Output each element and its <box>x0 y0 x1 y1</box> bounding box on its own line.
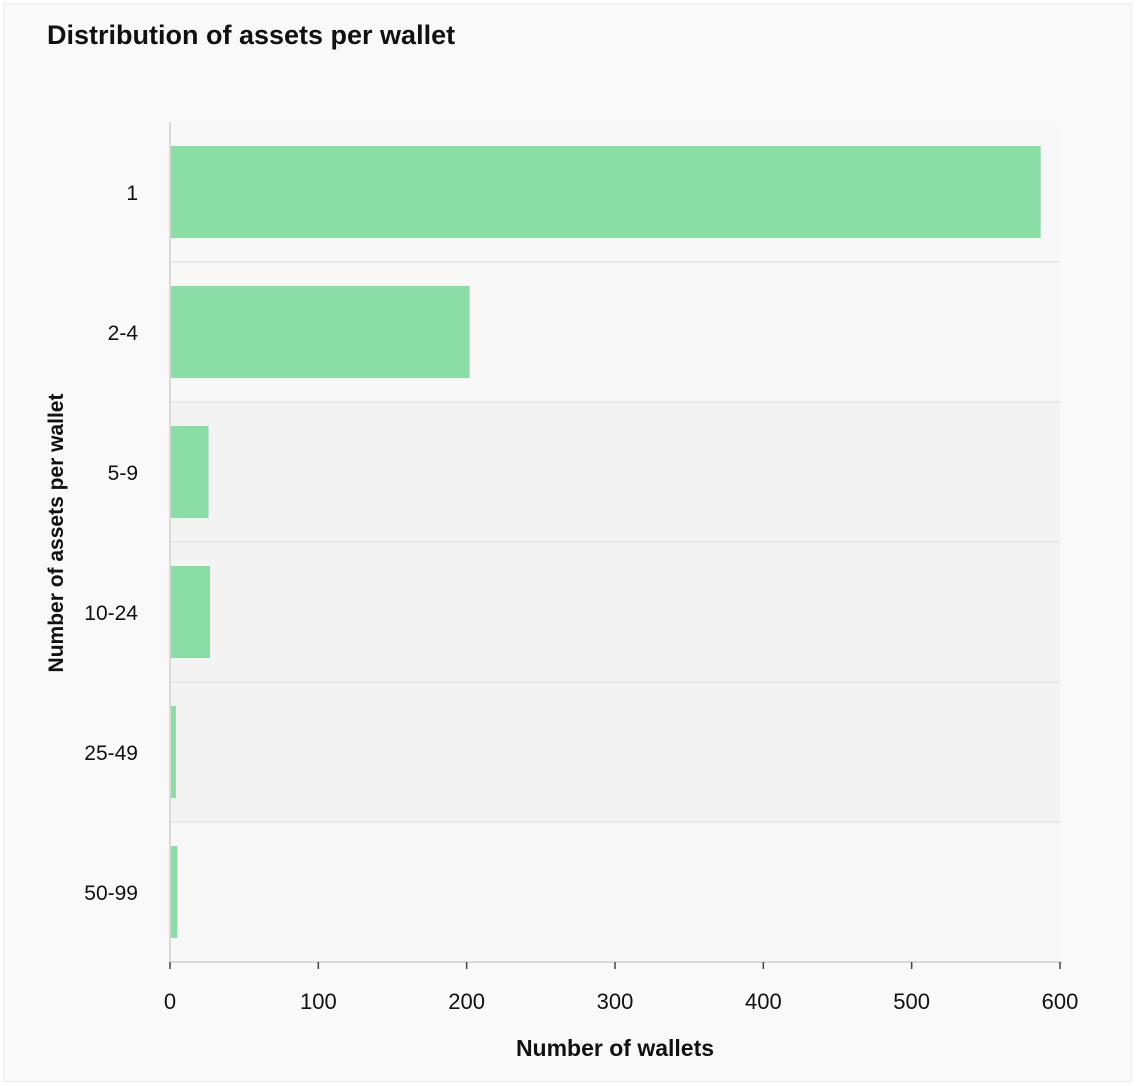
x-tick-label: 0 <box>164 989 176 1014</box>
x-tick-label: 600 <box>1042 989 1079 1014</box>
y-tick-label: 1 <box>126 182 138 205</box>
y-tick-label: 5-9 <box>108 462 138 485</box>
bars <box>170 146 1041 938</box>
bar <box>170 846 178 938</box>
x-tick-labels: 0 100 200 300 400 500 600 <box>164 989 1078 1014</box>
bar <box>170 706 176 798</box>
chart-title: Distribution of assets per wallet <box>47 20 456 50</box>
bar <box>170 286 470 378</box>
x-tick-label: 100 <box>300 989 337 1014</box>
y-tick-label: 10-24 <box>84 602 138 625</box>
x-tick-label: 500 <box>893 989 930 1014</box>
bar <box>170 426 209 518</box>
bar <box>170 146 1041 238</box>
x-tick-label: 300 <box>597 989 634 1014</box>
x-tick-label: 200 <box>448 989 485 1014</box>
x-axis-label: Number of wallets <box>516 1035 714 1061</box>
category-band <box>170 822 1060 962</box>
y-tick-label: 25-49 <box>84 742 138 765</box>
y-tick-label: 50-99 <box>84 882 138 905</box>
category-bands <box>170 122 1060 962</box>
category-band <box>170 542 1060 682</box>
bar <box>170 566 211 658</box>
y-tick-labels: 1 2-4 5-9 10-24 25-49 50-99 <box>84 182 138 905</box>
category-band <box>170 682 1060 822</box>
y-axis-label: Number of assets per wallet <box>45 394 68 673</box>
category-band <box>170 402 1060 542</box>
y-tick-label: 2-4 <box>108 322 139 345</box>
axes <box>169 122 1062 969</box>
x-tick-label: 400 <box>745 989 782 1014</box>
